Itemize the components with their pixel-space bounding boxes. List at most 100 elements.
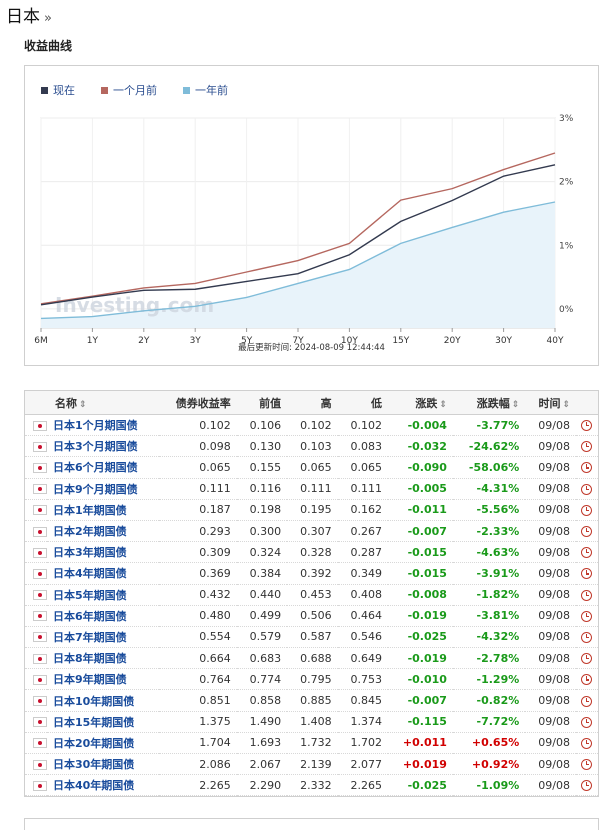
clock-icon[interactable] — [576, 478, 598, 500]
bond-change-pct: -4.31% — [452, 478, 526, 500]
bond-name[interactable]: 日本8年期国债 — [47, 647, 160, 670]
header-time[interactable]: 时间 ⇕ — [525, 391, 576, 415]
bond-link[interactable]: 日本20年期国债 — [53, 736, 135, 750]
clock-icon[interactable] — [576, 647, 598, 670]
bond-link[interactable]: 日本9个月期国债 — [53, 482, 138, 496]
bond-name[interactable]: 日本5年期国债 — [47, 584, 160, 606]
clock-icon[interactable] — [576, 689, 598, 712]
bond-link[interactable]: 日本6个月期国债 — [53, 461, 138, 475]
bond-name[interactable]: 日本7年期国债 — [47, 626, 160, 649]
table-row[interactable]: 日本3年期国债 0.309 0.324 0.328 0.287 -0.015 -4.63% 0… — [25, 541, 598, 564]
header-prev[interactable]: 前值 — [236, 391, 288, 415]
y-tick-label: 0% — [559, 305, 574, 315]
clock-icon[interactable] — [576, 774, 598, 797]
bond-name[interactable]: 日本20年期国债 — [47, 732, 160, 755]
table-row[interactable]: 日本30年期国债 2.086 2.067 2.139 2.077 +0.019 +0.92%… — [25, 753, 598, 776]
bond-name[interactable]: 日本6年期国债 — [47, 605, 160, 627]
table-row[interactable]: 日本4年期国债 0.369 0.384 0.392 0.349 -0.015 -3.91% 0… — [25, 562, 598, 585]
table-row[interactable]: 日本2年期国债 0.293 0.300 0.307 0.267 -0.007 -2.33% 0… — [25, 520, 598, 543]
bond-time: 09/08 — [525, 605, 576, 627]
bond-name[interactable]: 日本9个月期国债 — [47, 478, 160, 500]
flag-icon — [25, 626, 47, 649]
table-row[interactable]: 日本6个月期国债 0.065 0.155 0.065 0.065 -0.090 -58.06… — [25, 456, 598, 479]
table-row[interactable]: 日本1个月期国债 0.102 0.106 0.102 0.102 -0.004 -3.77%… — [25, 414, 598, 437]
clock-icon[interactable] — [576, 414, 598, 437]
header-name[interactable]: 名称 ⇕ — [25, 391, 160, 415]
bond-link[interactable]: 日本40年期国债 — [53, 779, 135, 793]
bond-change-pct: -5.56% — [452, 499, 526, 521]
table-row[interactable]: 日本20年期国债 1.704 1.693 1.732 1.702 +0.011 +0.65%… — [25, 732, 598, 755]
clock-icon[interactable] — [576, 456, 598, 479]
bond-link[interactable]: 日本1个月期国债 — [53, 419, 138, 433]
legend-item[interactable]: 现在 — [41, 82, 75, 98]
bond-link[interactable]: 日本9年期国债 — [53, 673, 127, 687]
bond-high: 0.587 — [287, 626, 338, 649]
flag-icon — [25, 520, 47, 543]
clock-icon[interactable] — [576, 499, 598, 521]
clock-icon[interactable] — [576, 435, 598, 458]
bond-name[interactable]: 日本15年期国债 — [47, 711, 160, 733]
table-row[interactable]: 日本8年期国债 0.664 0.683 0.688 0.649 -0.019 -2.78% 0… — [25, 647, 598, 670]
clock-icon[interactable] — [576, 562, 598, 585]
flag-icon — [25, 584, 47, 606]
bond-link[interactable]: 日本15年期国债 — [53, 715, 135, 729]
header-low[interactable]: 低 — [337, 391, 388, 415]
bond-link[interactable]: 日本7年期国债 — [53, 630, 127, 644]
bond-change-pct: +0.92% — [452, 753, 526, 776]
clock-icon[interactable] — [576, 541, 598, 564]
bond-link[interactable]: 日本3个月期国债 — [53, 440, 138, 454]
table-row[interactable]: 日本15年期国债 1.375 1.490 1.408 1.374 -0.115 -7.72%… — [25, 711, 598, 733]
breadcrumb-arrow-icon[interactable]: » — [44, 11, 52, 26]
bond-name[interactable]: 日本6个月期国债 — [47, 456, 160, 479]
bond-name[interactable]: 日本9年期国债 — [47, 668, 160, 691]
clock-icon[interactable] — [576, 626, 598, 649]
table-row[interactable]: 日本3个月期国债 0.098 0.130 0.103 0.083 -0.032 -24.62… — [25, 435, 598, 458]
table-row[interactable]: 日本1年期国债 0.187 0.198 0.195 0.162 -0.011 -5.56% 0… — [25, 499, 598, 521]
clock-icon[interactable] — [576, 668, 598, 691]
bond-name[interactable]: 日本30年期国债 — [47, 753, 160, 776]
bond-change: -0.032 — [388, 435, 453, 458]
header-change[interactable]: 涨跌 ⇕ — [388, 391, 453, 415]
bond-link[interactable]: 日本4年期国债 — [53, 567, 127, 581]
bond-name[interactable]: 日本3年期国债 — [47, 541, 160, 564]
clock-icon[interactable] — [576, 520, 598, 543]
table-row[interactable]: 日本7年期国债 0.554 0.579 0.587 0.546 -0.025 -4.32% 0… — [25, 626, 598, 649]
header-change-pct[interactable]: 涨跌幅 ⇕ — [452, 391, 526, 415]
bond-prev: 0.324 — [236, 541, 288, 564]
bond-time: 09/08 — [525, 668, 576, 691]
bond-link[interactable]: 日本8年期国债 — [53, 652, 127, 666]
bond-high: 1.732 — [287, 732, 338, 755]
clock-icon[interactable] — [576, 753, 598, 776]
bond-link[interactable]: 日本1年期国债 — [53, 503, 127, 517]
bond-name[interactable]: 日本1年期国债 — [47, 499, 160, 521]
header-yield[interactable]: 债券收益率 — [159, 391, 237, 415]
bond-low: 1.702 — [337, 732, 388, 755]
legend-item[interactable]: 一年前 — [183, 82, 228, 98]
clock-icon[interactable] — [576, 711, 598, 733]
table-row[interactable]: 日本9年期国债 0.764 0.774 0.795 0.753 -0.010 -1.29% 0… — [25, 668, 598, 691]
bond-name[interactable]: 日本40年期国债 — [47, 774, 160, 797]
clock-icon[interactable] — [576, 732, 598, 755]
bond-link[interactable]: 日本3年期国债 — [53, 546, 127, 560]
bond-name[interactable]: 日本10年期国债 — [47, 689, 160, 712]
table-row[interactable]: 日本10年期国债 0.851 0.858 0.885 0.845 -0.007 -0.82%… — [25, 689, 598, 712]
clock-icon[interactable] — [576, 584, 598, 606]
table-row[interactable]: 日本6年期国债 0.480 0.499 0.506 0.464 -0.019 -3.81% 0… — [25, 605, 598, 627]
bond-link[interactable]: 日本5年期国债 — [53, 588, 127, 602]
table-row[interactable]: 日本9个月期国债 0.111 0.116 0.111 0.111 -0.005 -4.31%… — [25, 478, 598, 500]
x-tick-label: 40Y — [547, 336, 564, 346]
bond-name[interactable]: 日本2年期国债 — [47, 520, 160, 543]
bond-link[interactable]: 日本2年期国债 — [53, 525, 127, 539]
header-high[interactable]: 高 — [287, 391, 338, 415]
bond-name[interactable]: 日本1个月期国债 — [47, 414, 160, 437]
bond-name[interactable]: 日本4年期国债 — [47, 562, 160, 585]
bond-link[interactable]: 日本6年期国债 — [53, 609, 127, 623]
table-row[interactable]: 日本5年期国债 0.432 0.440 0.453 0.408 -0.008 -1.82% 0… — [25, 584, 598, 606]
table-row[interactable]: 日本40年期国债 2.265 2.290 2.332 2.265 -0.025 -1.09%… — [25, 774, 598, 797]
bond-link[interactable]: 日本10年期国债 — [53, 694, 135, 708]
bond-name[interactable]: 日本3个月期国债 — [47, 435, 160, 458]
flag-icon — [25, 689, 47, 712]
bond-link[interactable]: 日本30年期国债 — [53, 758, 135, 772]
clock-icon[interactable] — [576, 605, 598, 627]
legend-item[interactable]: 一个月前 — [101, 82, 157, 98]
